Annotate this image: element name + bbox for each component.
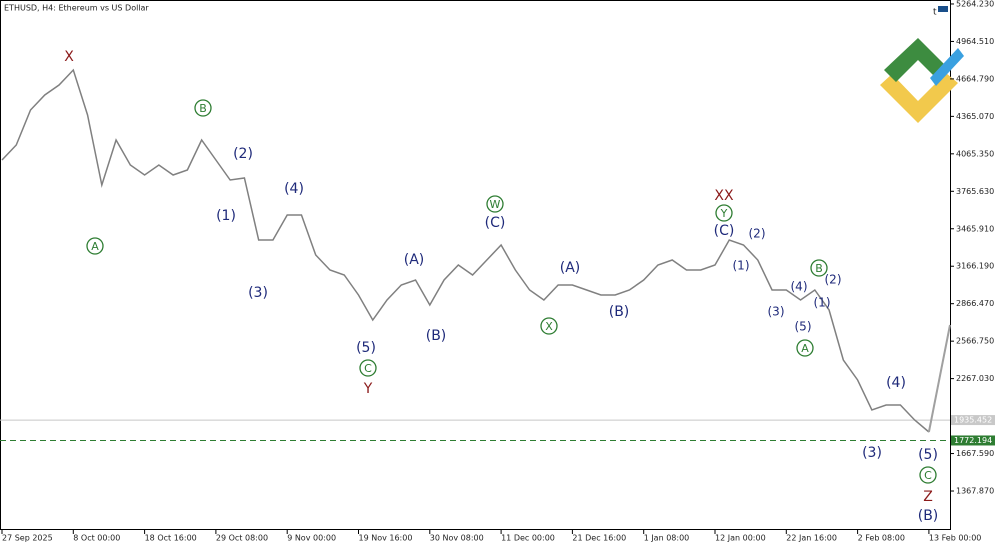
wave-label: A bbox=[801, 342, 809, 355]
y-tick-label: 3465.910 bbox=[956, 224, 994, 233]
wave-label: B bbox=[199, 102, 207, 115]
x-tick-label: 30 Nov 08:00 bbox=[430, 534, 484, 543]
wave-label: C bbox=[364, 362, 372, 375]
wave-label: (2) bbox=[825, 273, 842, 287]
y-tick-label: 5264.230 bbox=[956, 0, 994, 8]
x-tick-label: 27 Sep 2025 bbox=[2, 534, 53, 543]
wave-label: (4) bbox=[284, 181, 304, 197]
wave-label: (A) bbox=[404, 252, 425, 268]
wave-label: (5) bbox=[795, 320, 812, 334]
wave-label: C bbox=[924, 469, 932, 482]
y-tick-label: 4964.510 bbox=[956, 37, 994, 46]
x-tick-label: 19 Nov 16:00 bbox=[359, 534, 413, 543]
x-tick-label: 12 Jan 00:00 bbox=[715, 534, 766, 543]
y-tick-label: 2566.750 bbox=[956, 337, 994, 346]
wave-circle bbox=[86, 237, 104, 255]
y-tick-label: 4065.350 bbox=[956, 149, 994, 158]
toolbar-icon[interactable]: t bbox=[933, 8, 937, 18]
wave-label: (5) bbox=[918, 447, 938, 463]
y-tick-label: 3166.190 bbox=[956, 262, 994, 271]
wave-label: (3) bbox=[862, 445, 882, 461]
wave-label: A bbox=[91, 240, 99, 253]
price-tag-label: 1935.452 bbox=[954, 416, 992, 425]
wave-circle bbox=[194, 99, 212, 117]
wave-circle bbox=[796, 339, 814, 357]
wave-label: W bbox=[490, 198, 501, 211]
wave-circle bbox=[810, 259, 828, 277]
x-tick-label: 9 Nov 00:00 bbox=[287, 534, 336, 543]
x-tick-label: 8 Oct 00:00 bbox=[73, 534, 120, 543]
wave-label: (3) bbox=[768, 305, 785, 319]
x-tick-label: 22 Jan 16:00 bbox=[786, 534, 837, 543]
wave-label: (C) bbox=[714, 223, 735, 239]
x-tick-label: 1 Jan 08:00 bbox=[644, 534, 690, 543]
wave-label: (2) bbox=[749, 227, 766, 241]
x-tick-label: 11 Dec 00:00 bbox=[501, 534, 555, 543]
wave-label: (4) bbox=[886, 375, 906, 391]
y-tick-label: 1667.590 bbox=[956, 449, 994, 458]
price-tag bbox=[951, 415, 995, 426]
wave-circle bbox=[715, 204, 733, 222]
wave-label: (3) bbox=[248, 285, 268, 301]
price-line-series bbox=[1, 68, 930, 433]
wave-label: (5) bbox=[356, 340, 376, 356]
x-tick-label: 21 Dec 16:00 bbox=[572, 534, 626, 543]
wave-label: (A) bbox=[560, 260, 581, 276]
wave-label: X bbox=[64, 49, 74, 65]
plot-frame bbox=[0, 0, 951, 530]
y-tick-label: 2866.470 bbox=[956, 299, 994, 308]
toolbar-icon[interactable] bbox=[938, 6, 948, 12]
wave-label: (1) bbox=[733, 259, 750, 273]
y-tick-label: 4664.790 bbox=[956, 74, 994, 83]
wave-label: (C) bbox=[485, 215, 506, 231]
y-tick-label: 1367.870 bbox=[956, 487, 994, 496]
wave-label: (4) bbox=[791, 280, 808, 294]
logo bbox=[880, 38, 964, 123]
wave-circle bbox=[540, 317, 558, 335]
x-tick-label: 29 Oct 08:00 bbox=[216, 534, 268, 543]
wave-circle bbox=[486, 195, 504, 213]
wave-label: X bbox=[545, 320, 553, 333]
wave-circle bbox=[359, 359, 377, 377]
wave-label: B bbox=[815, 262, 823, 275]
wave-circle bbox=[919, 466, 937, 484]
wave-label: (1) bbox=[814, 296, 831, 310]
wave-label: (B) bbox=[609, 304, 630, 320]
wave-label: Y bbox=[720, 207, 728, 220]
wave-label: (2) bbox=[233, 146, 253, 162]
y-tick-label: 2267.030 bbox=[956, 374, 994, 383]
wave-label: (1) bbox=[216, 208, 236, 224]
x-tick-label: 13 Feb 00:00 bbox=[929, 534, 981, 543]
wave-label: XX bbox=[714, 188, 734, 204]
wave-label: Y bbox=[363, 381, 373, 397]
y-tick-label: 4365.070 bbox=[956, 112, 994, 121]
wave-label: (B) bbox=[918, 508, 939, 524]
projection bbox=[927, 324, 951, 433]
chart-title: ETHUSD, H4: Ethereum vs US Dollar bbox=[4, 4, 149, 13]
y-tick-label: 3765.630 bbox=[956, 187, 994, 196]
wave-label: Z bbox=[923, 489, 933, 505]
wave-label: (B) bbox=[426, 328, 447, 344]
x-tick-label: 2 Feb 08:00 bbox=[858, 534, 905, 543]
price-tag-label: 1772.194 bbox=[954, 436, 992, 445]
x-tick-label: 18 Oct 16:00 bbox=[145, 534, 197, 543]
price-tag bbox=[951, 435, 995, 446]
